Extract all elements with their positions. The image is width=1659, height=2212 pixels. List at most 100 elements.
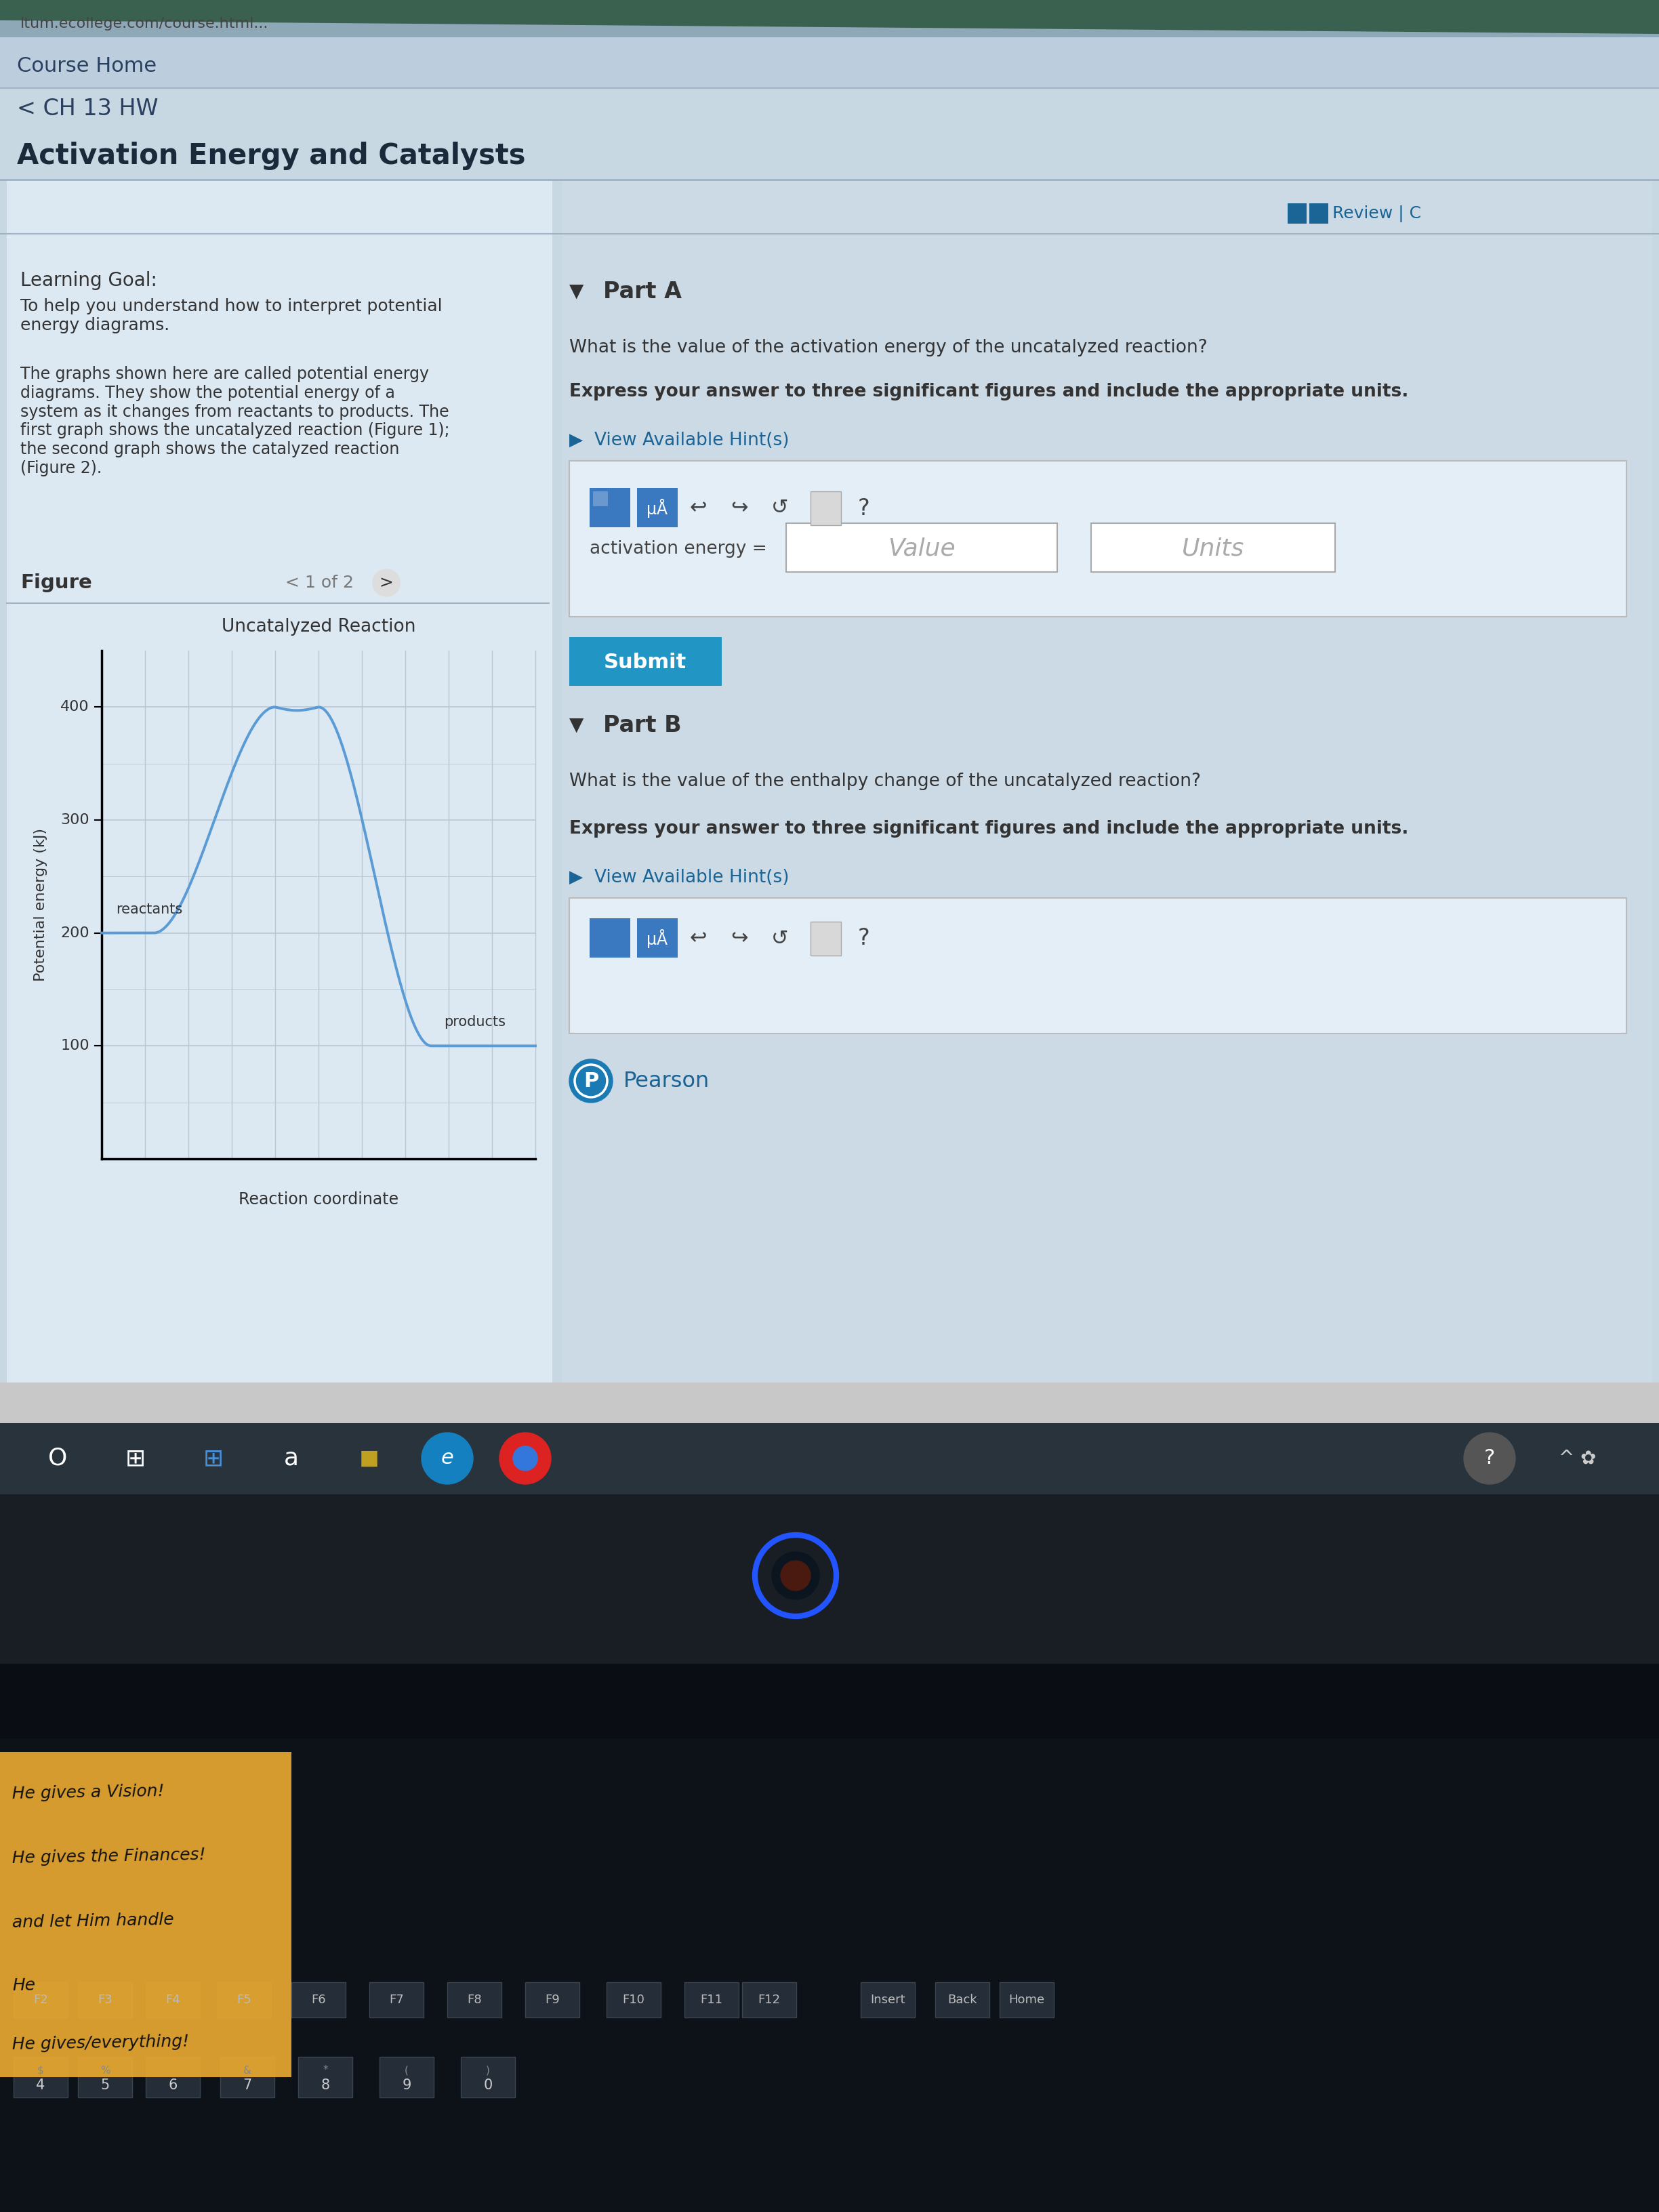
- Text: 8: 8: [320, 2079, 330, 2093]
- Text: The graphs shown here are called potential energy
diagrams. They show the potent: The graphs shown here are called potenti…: [20, 365, 450, 476]
- Text: He: He: [12, 1978, 35, 1993]
- Bar: [685, 1982, 738, 2017]
- Text: activation energy =: activation energy =: [589, 540, 766, 557]
- Bar: [380, 2057, 433, 2097]
- Bar: [0, 1495, 1659, 1663]
- Circle shape: [499, 1433, 551, 1484]
- Text: (: (: [405, 2066, 408, 2075]
- Text: F2: F2: [33, 1993, 48, 2006]
- Text: F6: F6: [312, 1993, 325, 2006]
- Text: ?: ?: [1485, 1449, 1495, 1469]
- Bar: [526, 1982, 579, 2017]
- Text: 4: 4: [36, 2079, 45, 2093]
- Bar: [607, 1982, 660, 2017]
- Text: He gives a Vision!: He gives a Vision!: [12, 1783, 164, 1803]
- Text: ↺: ↺: [771, 929, 788, 949]
- Bar: [589, 489, 630, 526]
- Bar: [742, 1982, 796, 2017]
- Circle shape: [781, 1562, 811, 1590]
- Circle shape: [1463, 1433, 1515, 1484]
- Bar: [461, 2057, 514, 2097]
- Bar: [589, 918, 630, 958]
- Text: Insert: Insert: [871, 1993, 906, 2006]
- Text: What is the value of the activation energy of the uncatalyzed reaction?: What is the value of the activation ener…: [569, 338, 1208, 356]
- Text: 7: 7: [242, 2079, 252, 2093]
- Text: μÅ: μÅ: [647, 498, 669, 518]
- Bar: [0, 88, 1659, 126]
- Bar: [569, 898, 1626, 1033]
- Text: ↩: ↩: [690, 498, 707, 518]
- Bar: [936, 1982, 989, 2017]
- Text: 400: 400: [61, 701, 90, 714]
- Text: products: products: [445, 1015, 506, 1029]
- Text: Course Home: Course Home: [17, 58, 156, 75]
- Bar: [0, 126, 1659, 173]
- Bar: [78, 2057, 133, 2097]
- Text: ?: ?: [858, 927, 869, 949]
- Text: ↪: ↪: [730, 498, 748, 518]
- Text: e: e: [441, 1449, 453, 1469]
- Bar: [13, 2057, 68, 2097]
- Bar: [811, 922, 841, 956]
- Text: ◼: ◼: [360, 1447, 380, 1471]
- Text: F11: F11: [700, 1993, 723, 2006]
- Polygon shape: [0, 0, 1659, 33]
- Bar: [13, 1982, 68, 2017]
- Bar: [0, 1739, 1659, 2212]
- Text: ↪: ↪: [730, 929, 748, 949]
- Text: Potential energy (kJ): Potential energy (kJ): [33, 827, 48, 982]
- Text: ): ): [486, 2066, 489, 2075]
- Text: Express your answer to three significant figures and include the appropriate uni: Express your answer to three significant…: [569, 821, 1408, 838]
- Text: Part B: Part B: [604, 714, 682, 737]
- Text: &: &: [244, 2066, 252, 2075]
- Bar: [292, 1982, 345, 2017]
- Text: ▼: ▼: [569, 281, 584, 301]
- Circle shape: [569, 1060, 612, 1102]
- Text: F5: F5: [237, 1993, 252, 2006]
- Bar: [569, 637, 722, 686]
- Bar: [78, 1982, 133, 2017]
- Circle shape: [771, 1553, 820, 1599]
- Text: ⊞: ⊞: [126, 1447, 146, 1471]
- Text: F3: F3: [98, 1993, 113, 2006]
- Text: Units: Units: [1181, 538, 1244, 560]
- Text: Uncatalyzed Reaction: Uncatalyzed Reaction: [221, 617, 416, 635]
- Bar: [217, 1982, 270, 2017]
- Text: %: %: [100, 2066, 109, 2075]
- Text: and let Him handle: and let Him handle: [12, 1911, 174, 1931]
- Text: ↩: ↩: [690, 929, 707, 949]
- Bar: [811, 491, 841, 524]
- Bar: [221, 2057, 274, 2097]
- Text: Reaction coordinate: Reaction coordinate: [239, 1192, 398, 1208]
- Bar: [0, 1495, 1659, 2212]
- Text: What is the value of the enthalpy change of the uncatalyzed reaction?: What is the value of the enthalpy change…: [569, 772, 1201, 790]
- Text: <: <: [285, 575, 299, 591]
- Text: μÅ: μÅ: [647, 929, 669, 949]
- Text: 200: 200: [61, 927, 90, 940]
- Bar: [448, 1982, 501, 2017]
- Bar: [562, 179, 1652, 1383]
- Bar: [637, 489, 677, 526]
- Text: Learning Goal:: Learning Goal:: [20, 272, 158, 290]
- Text: 0: 0: [483, 2079, 493, 2093]
- Circle shape: [513, 1447, 538, 1471]
- Text: F12: F12: [758, 1993, 780, 2006]
- Bar: [0, 1422, 1659, 1495]
- Text: Figure: Figure: [20, 573, 91, 593]
- Bar: [7, 179, 552, 1383]
- Bar: [592, 491, 607, 507]
- Bar: [370, 1982, 423, 2017]
- Bar: [1092, 524, 1335, 573]
- Bar: [1287, 204, 1307, 223]
- Text: a: a: [284, 1447, 299, 1471]
- Text: ?: ?: [858, 498, 869, 520]
- Bar: [1000, 1982, 1053, 2017]
- Text: F9: F9: [544, 1993, 559, 2006]
- Text: ▶  View Available Hint(s): ▶ View Available Hint(s): [569, 431, 790, 449]
- Text: F7: F7: [390, 1993, 403, 2006]
- Bar: [0, 38, 1659, 88]
- Text: He gives/everything!: He gives/everything!: [12, 2033, 189, 2053]
- Text: He gives the Finances!: He gives the Finances!: [12, 1847, 206, 1867]
- Bar: [0, 0, 1659, 38]
- Text: Express your answer to three significant figures and include the appropriate uni: Express your answer to three significant…: [569, 383, 1408, 400]
